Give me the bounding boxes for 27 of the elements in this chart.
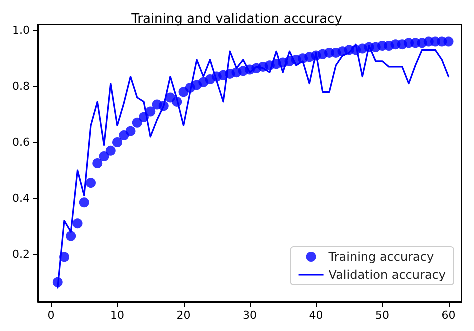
chart-title: Training and validation accuracy [130,12,343,27]
y-tick-label: 0.6 [12,136,30,150]
point [146,106,156,117]
point [99,152,110,162]
point [132,118,142,128]
x-tick-label: 0 [48,309,55,322]
y-tick-label: 0.2 [12,248,30,261]
point [106,146,116,156]
x-tick-label: 30 [243,309,257,322]
x-tick-label: 40 [309,309,324,322]
point [92,158,103,168]
x-tick-label: 10 [110,309,124,322]
x-tick-label: 20 [176,309,191,322]
y-tick-label: 0.8 [12,80,30,94]
x-tick-label: 60 [442,309,456,322]
point [86,178,96,188]
point [72,218,83,229]
point [112,138,122,148]
point [126,126,136,136]
y-tick-label: 0.4 [12,192,30,205]
x-tick-label: 50 [376,309,390,322]
point [79,198,90,208]
legend-label: Training accuracy [328,250,434,264]
point [444,36,454,47]
y-tick-label: 1.0 [12,24,30,38]
point [66,231,76,242]
legend-label: Validation accuracy [328,268,446,282]
